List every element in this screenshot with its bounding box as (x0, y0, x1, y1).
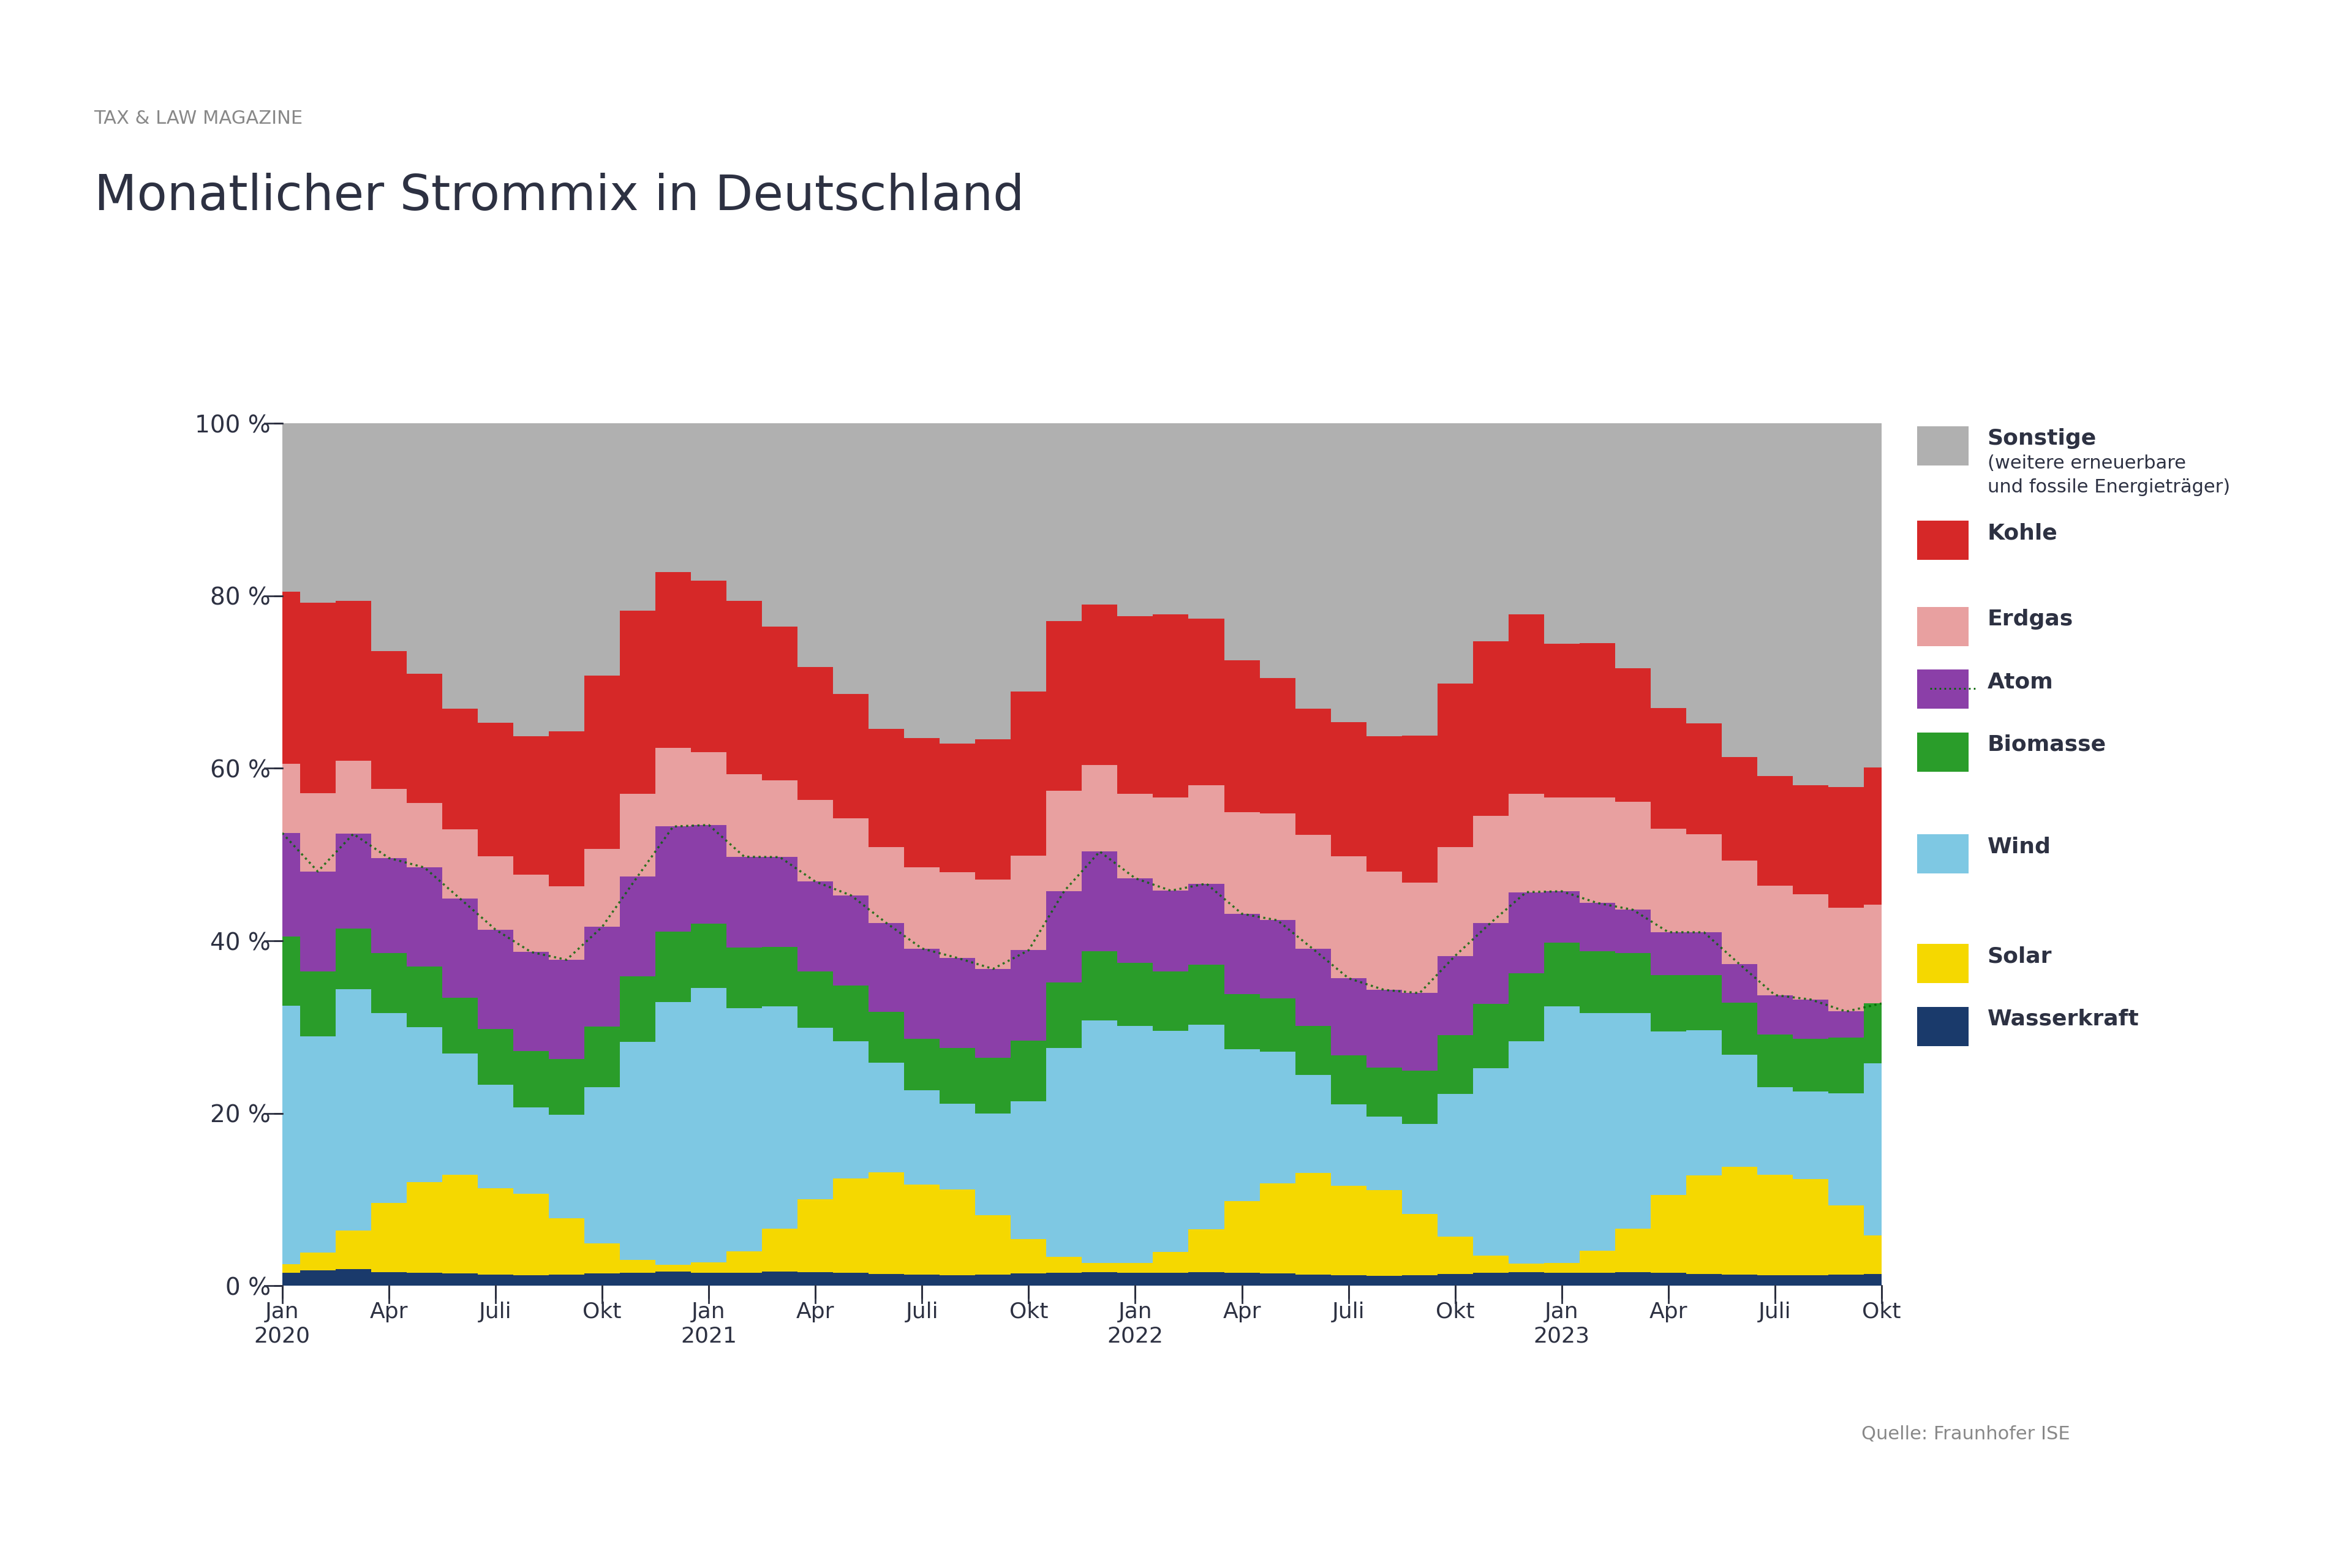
Text: TAX & LAW MAGAZINE: TAX & LAW MAGAZINE (94, 110, 303, 127)
Text: Kohle: Kohle (1987, 522, 2058, 544)
Text: Erdgas: Erdgas (1987, 608, 2074, 630)
Text: und fossile Energieträger): und fossile Energieträger) (1987, 478, 2230, 495)
Text: (weitere erneuerbare: (weitere erneuerbare (1987, 455, 2185, 472)
Text: Sonstige: Sonstige (1987, 428, 2096, 448)
Text: Wind: Wind (1987, 836, 2051, 858)
Text: Biomasse: Biomasse (1987, 734, 2107, 756)
Text: Quelle: Fraunhofer ISE: Quelle: Fraunhofer ISE (1860, 1425, 2070, 1443)
Text: ..........: .......... (1929, 677, 1978, 693)
Text: Wasserkraft: Wasserkraft (1987, 1008, 2140, 1030)
Text: Atom: Atom (1987, 671, 2053, 693)
Text: Monatlicher Strommix in Deutschland: Monatlicher Strommix in Deutschland (94, 172, 1023, 220)
Text: Solar: Solar (1987, 946, 2051, 967)
